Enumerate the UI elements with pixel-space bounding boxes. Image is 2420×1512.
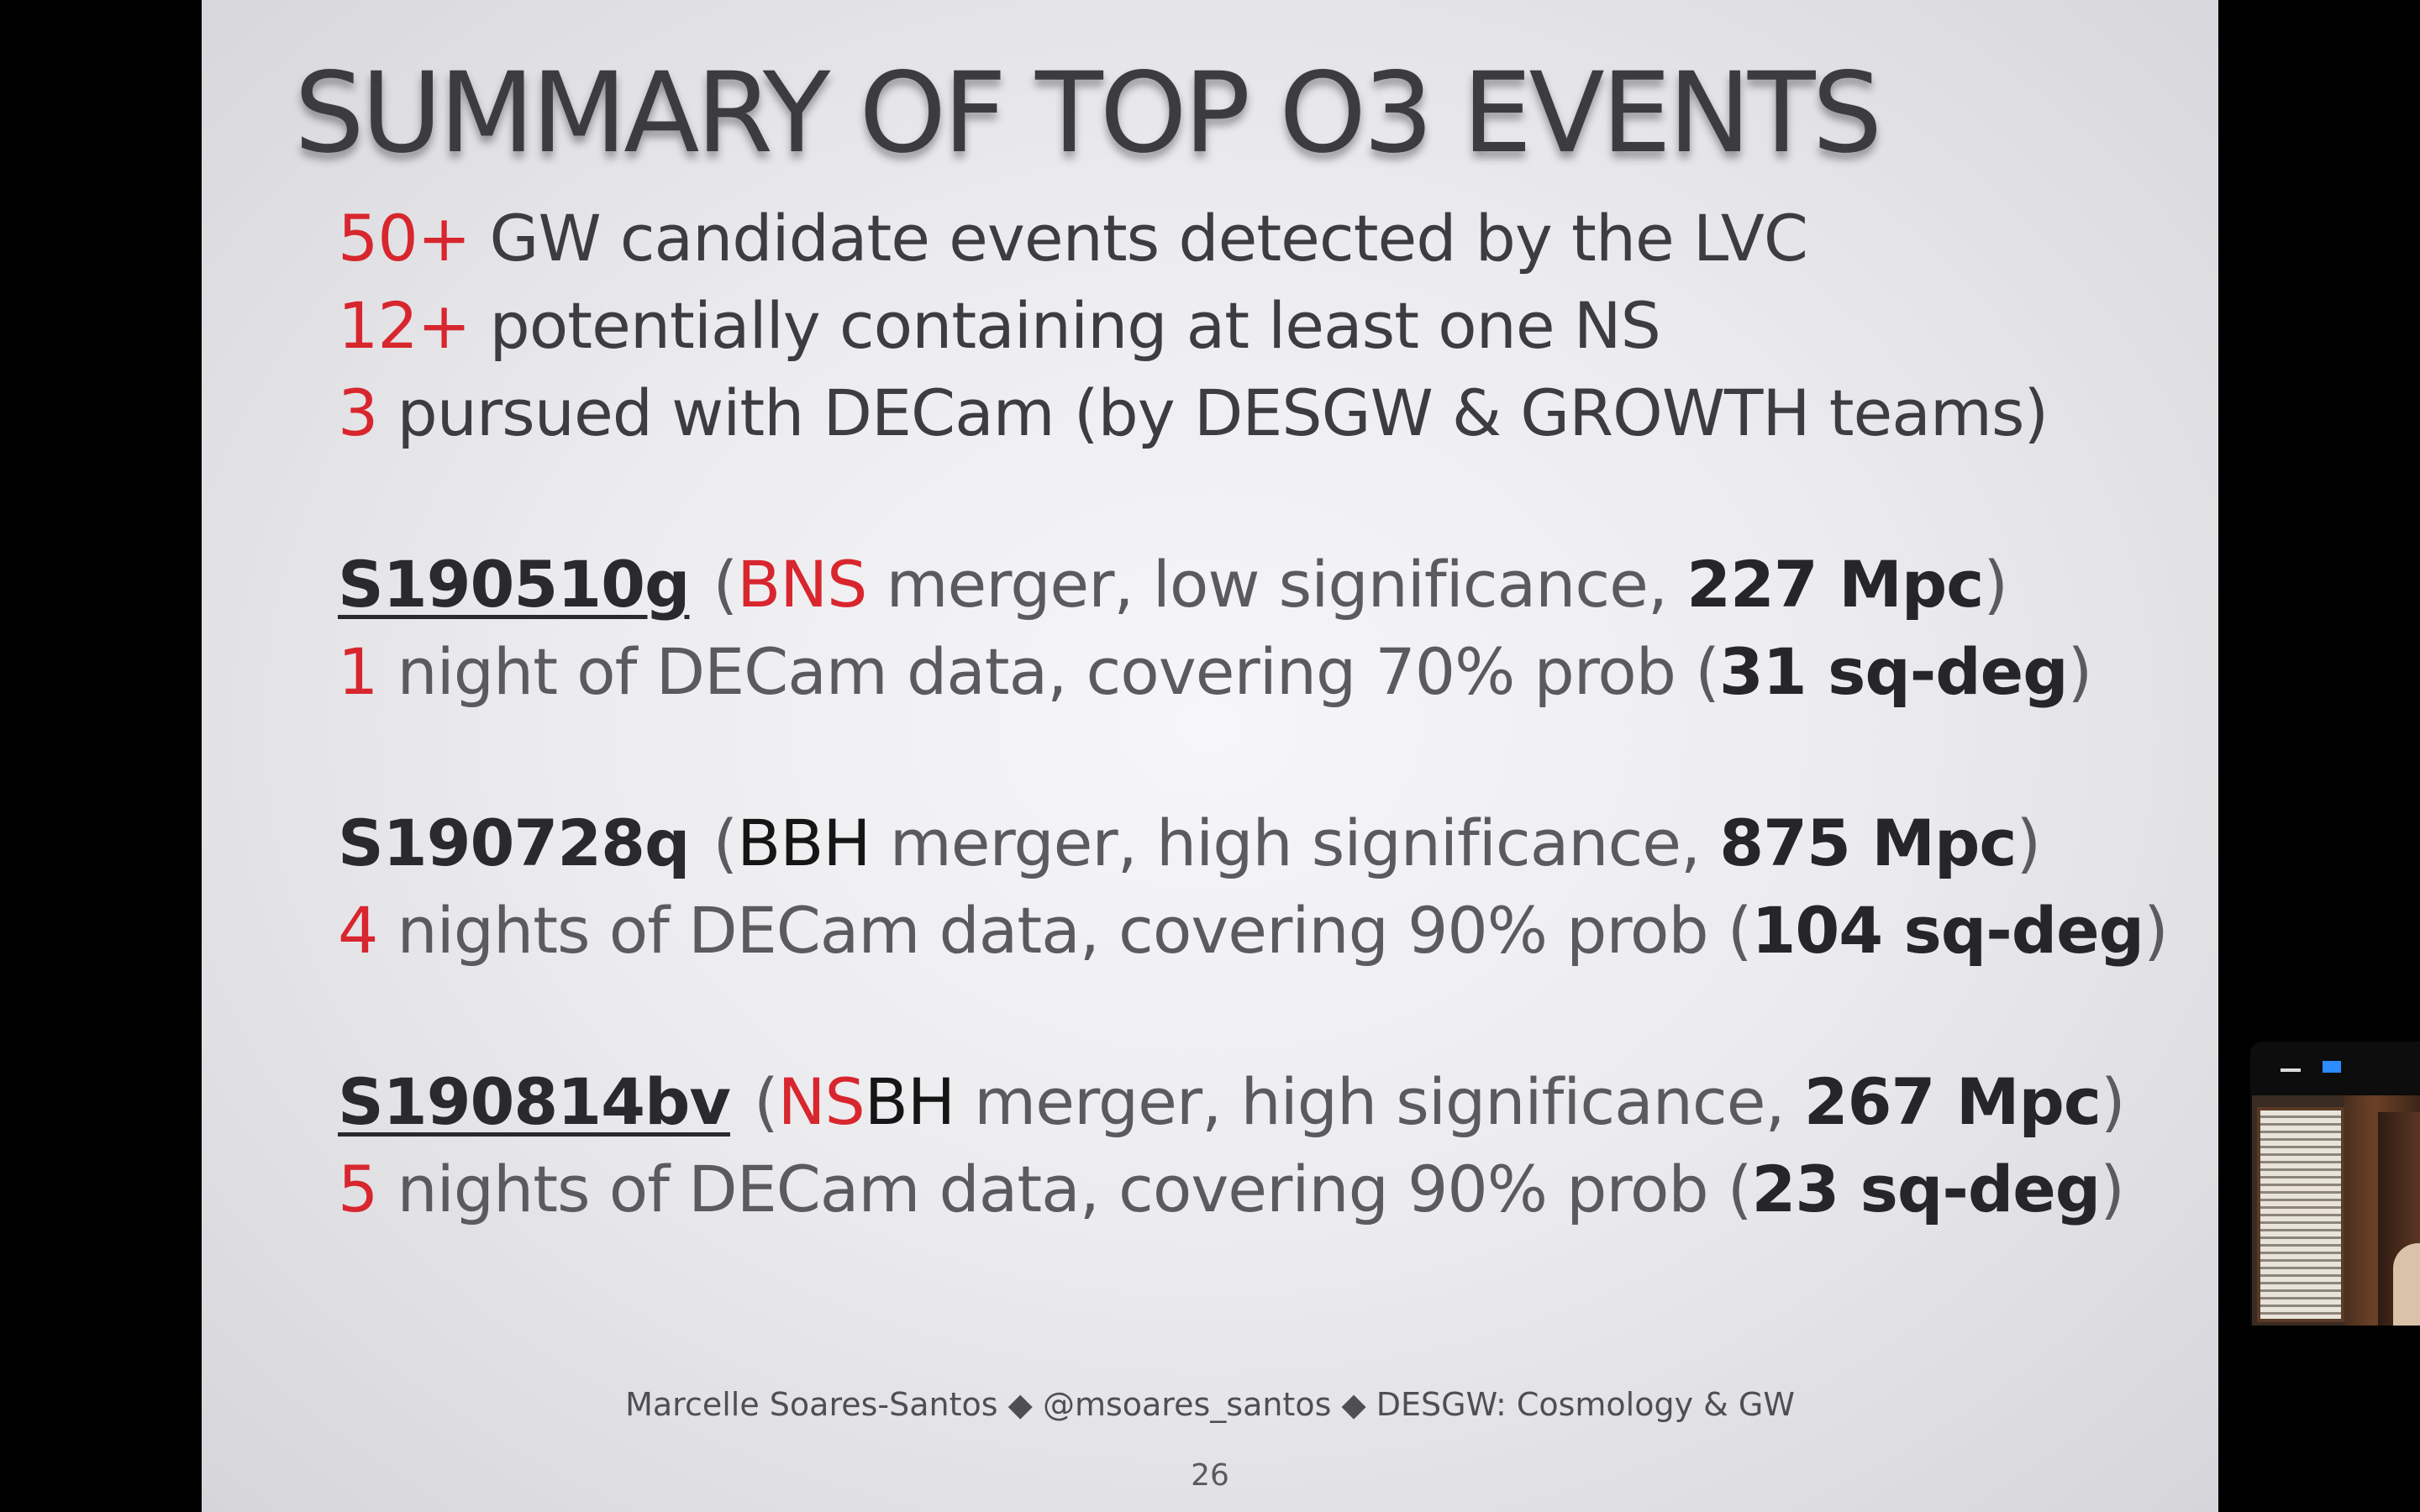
- summary-line-ns: 12+ potentially containing at least one …: [338, 286, 1661, 366]
- event-1-observation: 1 night of DECam data, covering 70% prob…: [338, 632, 2093, 712]
- event-nights-text: nights of DECam data, covering 90% prob …: [377, 1152, 1753, 1226]
- close-paren: ): [2100, 1152, 2125, 1226]
- open-paren: (: [713, 806, 738, 880]
- event-1-header: S190510g (BNS merger, low significance, 2…: [338, 544, 2008, 625]
- close-paren: ): [2100, 1064, 2126, 1139]
- slide-title: SUMMARY OF TOP O3 EVENTS: [294, 49, 1882, 178]
- open-paren: (: [753, 1064, 779, 1139]
- slide-number: 26: [1191, 1458, 1229, 1493]
- event-3-header: S190814bv (NSBH merger, high significance…: [338, 1062, 2126, 1142]
- event-area: 31 sq-deg: [1718, 634, 2069, 709]
- presentation-slide: SUMMARY OF TOP O3 EVENTS 50+ GW candidat…: [202, 0, 2218, 1512]
- event-nights: 1: [338, 634, 378, 709]
- event-description: merger, low significance,: [866, 547, 1687, 622]
- event-2-observation: 4 nights of DECam data, covering 90% pro…: [338, 890, 2169, 971]
- event-type: BBH: [737, 806, 871, 880]
- view-toggle-icon[interactable]: [2321, 1058, 2344, 1077]
- video-feed: [2252, 1095, 2420, 1326]
- summary-count: 50+: [338, 201, 471, 276]
- event-distance: 227 Mpc: [1686, 547, 1984, 622]
- event-description: merger, high significance,: [955, 1064, 1804, 1139]
- summary-text: pursued with DECam (by DESGW & GROWTH te…: [377, 375, 2049, 450]
- event-nights-text: night of DECam data, covering 70% prob (: [377, 634, 1720, 709]
- event-nights-text: nights of DECam data, covering 90% prob …: [377, 893, 1753, 968]
- summary-line-decam: 3 pursued with DECam (by DESGW & GROWTH …: [338, 373, 2049, 454]
- minimize-icon[interactable]: [2279, 1058, 2304, 1077]
- event-3-observation: 5 nights of DECam data, covering 90% pro…: [338, 1149, 2125, 1230]
- video-background-window-blinds: [2257, 1107, 2344, 1322]
- event-id-link[interactable]: S190510g: [338, 547, 690, 622]
- participant-video-tile[interactable]: [2250, 1042, 2420, 1326]
- event-type-ns: NS: [777, 1064, 865, 1139]
- close-paren: ): [2016, 806, 2041, 880]
- close-paren: ): [1983, 547, 2008, 622]
- event-nights: 5: [338, 1152, 378, 1226]
- event-distance: 267 Mpc: [1803, 1064, 2102, 1139]
- event-2-header: S190728q (BBH merger, high significance, …: [338, 803, 2041, 884]
- event-description: merger, high significance,: [870, 806, 1720, 880]
- event-type: BNS: [737, 547, 867, 622]
- open-paren: (: [713, 547, 738, 622]
- summary-text: potentially containing at least one NS: [470, 288, 1661, 363]
- summary-text: GW candidate events detected by the LVC: [470, 201, 1808, 276]
- event-nights: 4: [338, 893, 378, 968]
- participant-figure: [2393, 1243, 2420, 1326]
- summary-count: 3: [338, 375, 378, 450]
- slide-footer: Marcelle Soares-Santos ◆ @msoares_santos…: [625, 1386, 1795, 1423]
- event-id: S190728q: [338, 806, 690, 880]
- close-paren: ): [2067, 634, 2093, 709]
- close-paren: ): [2144, 893, 2169, 968]
- event-type-bh: BH: [864, 1064, 955, 1139]
- event-distance: 875 Mpc: [1719, 806, 2017, 880]
- event-area: 23 sq-deg: [1751, 1152, 2101, 1226]
- event-area: 104 sq-deg: [1751, 893, 2144, 968]
- video-toolbar: [2250, 1042, 2420, 1094]
- summary-line-events: 50+ GW candidate events detected by the …: [338, 198, 1808, 279]
- event-id-link[interactable]: S190814bv: [338, 1064, 731, 1139]
- summary-count: 12+: [338, 288, 471, 363]
